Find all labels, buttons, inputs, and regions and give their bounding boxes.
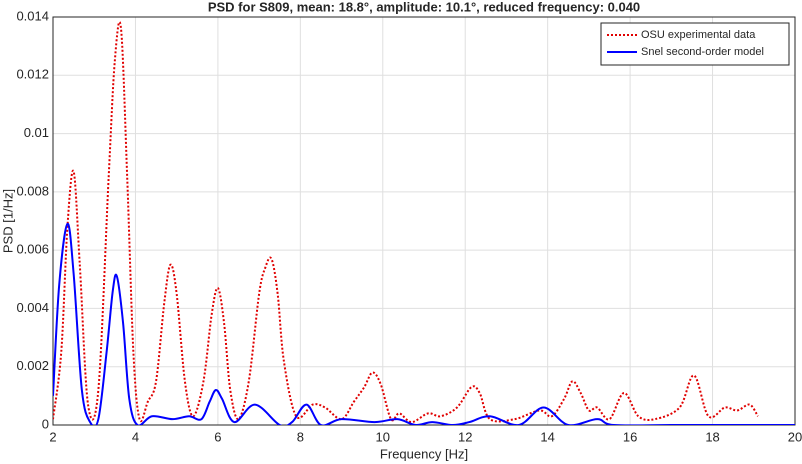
data-line xyxy=(53,222,795,425)
x-tick-label: 16 xyxy=(623,429,637,444)
y-tick-label: 0.012 xyxy=(16,67,49,82)
plot-area xyxy=(53,21,795,425)
y-tick-label: 0.008 xyxy=(16,183,49,198)
x-tick-label: 14 xyxy=(540,429,554,444)
data-line xyxy=(53,21,759,424)
y-tick-label: 0.01 xyxy=(24,125,49,140)
y-tick-label: 0.014 xyxy=(16,8,49,23)
x-tick-label: 2 xyxy=(49,429,56,444)
plot-frame xyxy=(52,16,796,426)
x-tick-label: 8 xyxy=(297,429,304,444)
x-tick-label: 10 xyxy=(376,429,390,444)
x-tick-label: 18 xyxy=(705,429,719,444)
chart-title: PSD for S809, mean: 18.8°, amplitude: 10… xyxy=(208,0,640,14)
x-tick-label: 12 xyxy=(458,429,472,444)
x-tick-label: 6 xyxy=(214,429,221,444)
y-tick-label: 0.002 xyxy=(16,358,49,373)
x-tick-label: 20 xyxy=(788,429,802,444)
legend-box xyxy=(600,22,790,66)
legend-label: Snel second-order model xyxy=(641,46,764,58)
y-tick-label: 0.004 xyxy=(16,300,49,315)
legend-label: OSU experimental data xyxy=(641,29,756,41)
x-axis-label: Frequency [Hz] xyxy=(380,446,468,461)
x-tick-label: 4 xyxy=(132,429,139,444)
y-tick-label: 0 xyxy=(42,416,49,431)
y-axis-label: PSD [1/Hz] xyxy=(0,189,15,253)
y-tick-label: 0.006 xyxy=(16,242,49,257)
